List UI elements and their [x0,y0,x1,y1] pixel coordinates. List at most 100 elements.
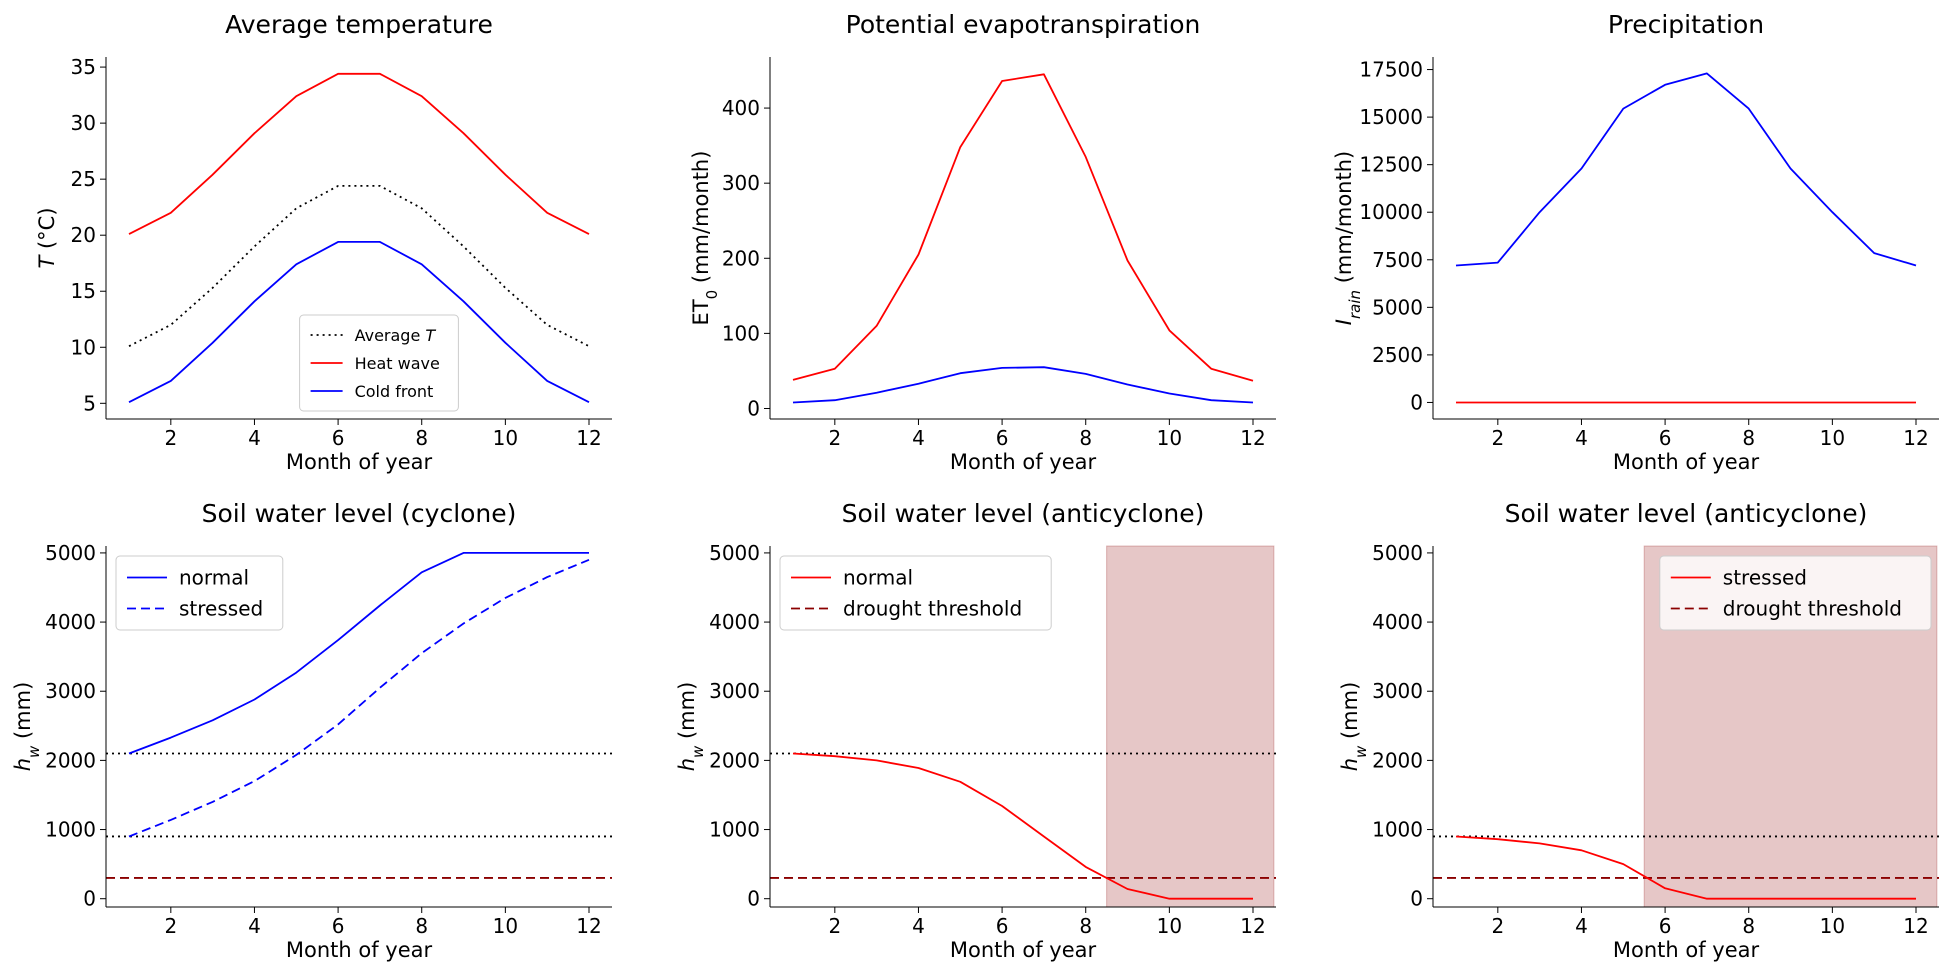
chart-title: Precipitation [1608,10,1764,39]
chart-4: 2 4 6 8 10 12 0 1000 2000 3000 4000 5000 Soil water … [11,499,612,962]
y-tick-label: 2000 [1372,748,1423,772]
y-tick-label: 2500 [1372,343,1423,367]
chart-title: Soil water level (cyclone) [202,499,517,528]
y-tick-label: 1000 [45,818,96,842]
y-tick-label: 0 [747,396,760,420]
x-tick-label: 10 [493,426,518,450]
chart-title: Soil water level (anticyclone) [842,499,1205,528]
legend-label: Heat wave [355,354,440,373]
series-line-normal [128,552,589,755]
x-tick-label: 2 [1491,914,1504,938]
x-tick-label: 6 [332,426,345,450]
x-tick-label: 12 [1240,426,1265,450]
x-tick-label: 2 [164,914,177,938]
x-tick-label: 4 [1575,426,1588,450]
y-tick-label: 1000 [709,818,760,842]
legend: stressed drought threshold [1659,555,1932,631]
legend-label: stressed [1723,566,1807,590]
x-tick-label: 10 [493,914,518,938]
x-tick-label: 8 [1079,426,1092,450]
y-tick-label: 7500 [1372,248,1423,272]
y-tick-label: 10 [71,335,96,359]
x-tick-label: 4 [248,426,261,450]
chart-title: Potential evapotranspiration [846,10,1201,39]
legend: normal drought threshold [779,555,1052,631]
y-axis-label: ET0 (mm/month) [689,151,721,326]
y-tick-label: 35 [71,55,96,79]
y-tick-label: 0 [1410,887,1423,911]
y-tick-label: 5000 [1372,541,1423,565]
y-tick-label: 400 [722,96,760,120]
x-tick-label: 10 [1157,426,1182,450]
x-tick-label: 4 [912,426,925,450]
x-tick-label: 8 [1079,914,1092,938]
x-tick-label: 8 [415,426,428,450]
y-tick-label: 5000 [1372,295,1423,319]
y-axis-label: hw (mm) [11,682,43,772]
series-line-stressed [128,558,590,838]
y-tick-label: 15 [71,279,96,303]
legend-box [779,555,1052,631]
y-tick-label: 17500 [1359,58,1423,82]
y-tick-label: 0 [83,887,96,911]
y-tick-label: 2000 [45,748,96,772]
chart-3: 2 4 6 8 10 12 0 2500 5000 7500 10000 12500 15000 1750… [1332,10,1939,474]
legend-label: Average T [355,326,437,345]
y-tick-label: 0 [747,887,760,911]
legend-label: normal [179,566,249,590]
x-tick-label: 6 [996,914,1009,938]
x-tick-label: 12 [1903,426,1928,450]
legend-box [1659,555,1932,631]
x-axis-label: Month of year [286,938,433,962]
y-tick-label: 12500 [1359,153,1423,177]
x-tick-label: 12 [1240,914,1265,938]
y-tick-label: 10000 [1359,200,1423,224]
x-tick-label: 10 [1820,914,1845,938]
series-line-1 [1455,72,1917,267]
chart-2: 2 4 6 8 10 12 0 100 200 300 400 Potential evapotran… [689,10,1276,474]
series-line-heat-wave [128,72,590,235]
y-tick-label: 2000 [709,748,760,772]
y-tick-label: 30 [71,111,96,135]
legend-box [115,555,284,631]
series-line-stressed [1455,835,1916,900]
x-axis-label: Month of year [950,938,1097,962]
y-tick-label: 4000 [45,610,96,634]
y-tick-label: 25 [71,167,96,191]
y-tick-label: 100 [722,321,760,345]
y-tick-label: 15000 [1359,105,1423,129]
x-tick-label: 4 [912,914,925,938]
legend-label: drought threshold [843,597,1022,621]
chart-title: Average temperature [225,10,493,39]
x-axis-label: Month of year [1613,938,1760,962]
x-tick-label: 6 [1659,426,1672,450]
x-axis-label: Month of year [286,450,433,474]
y-axis-label: hw (mm) [675,682,707,772]
y-tick-label: 200 [722,246,760,270]
series-line-1 [792,73,1254,382]
legend-label: drought threshold [1723,597,1902,621]
x-tick-label: 10 [1820,426,1845,450]
y-tick-label: 4000 [1372,610,1423,634]
legend: Average T Heat wave Cold front [299,314,459,412]
y-tick-label: 5000 [45,541,96,565]
y-tick-label: 3000 [709,679,760,703]
y-tick-label: 300 [722,171,760,195]
x-tick-label: 6 [996,426,1009,450]
y-axis-label: hw (mm) [1338,682,1370,772]
legend-label: Cold front [355,382,434,401]
series-line-normal [792,752,1253,900]
legend: normal stressed [115,555,284,631]
x-tick-label: 8 [1742,914,1755,938]
x-tick-label: 4 [1575,914,1588,938]
x-tick-label: 6 [332,914,345,938]
y-tick-label: 5000 [709,541,760,565]
x-tick-label: 8 [1742,426,1755,450]
y-tick-label: 0 [1410,390,1423,414]
y-tick-label: 4000 [709,610,760,634]
x-tick-label: 4 [248,914,261,938]
series-line-cold-front [128,240,590,404]
y-tick-label: 20 [71,223,96,247]
y-tick-label: 5 [83,391,96,415]
